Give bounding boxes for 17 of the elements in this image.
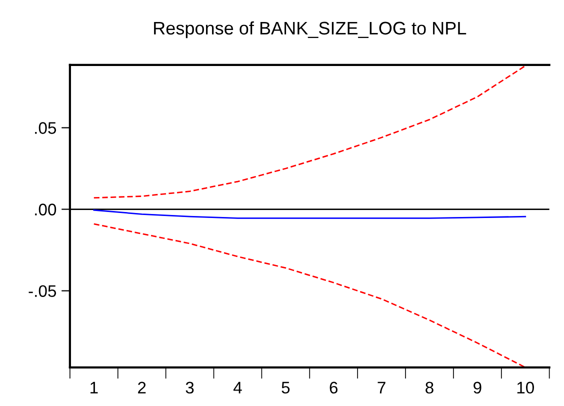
y-tick-label: -.05 (28, 285, 56, 297)
x-tick-label: 8 (426, 382, 434, 394)
x-tick-label: 5 (282, 382, 290, 394)
y-tick-label: .05 (35, 122, 56, 134)
x-tick-label: 1 (90, 382, 98, 394)
line-series (93, 223, 526, 368)
y-tick-label: .00 (35, 204, 56, 216)
line-series (93, 209, 526, 219)
x-tick-label: 2 (138, 382, 146, 394)
x-tick-label: 9 (474, 382, 482, 394)
x-tick-label: 10 (517, 382, 534, 394)
x-tick-label: 4 (233, 382, 242, 394)
line-series (93, 65, 526, 199)
x-tick-label: 7 (378, 382, 386, 394)
x-tick-label: 3 (186, 382, 194, 394)
x-tick-label: 6 (330, 382, 338, 394)
chart-title: Response of BANK_SIZE_LOG to NPL (154, 21, 466, 38)
